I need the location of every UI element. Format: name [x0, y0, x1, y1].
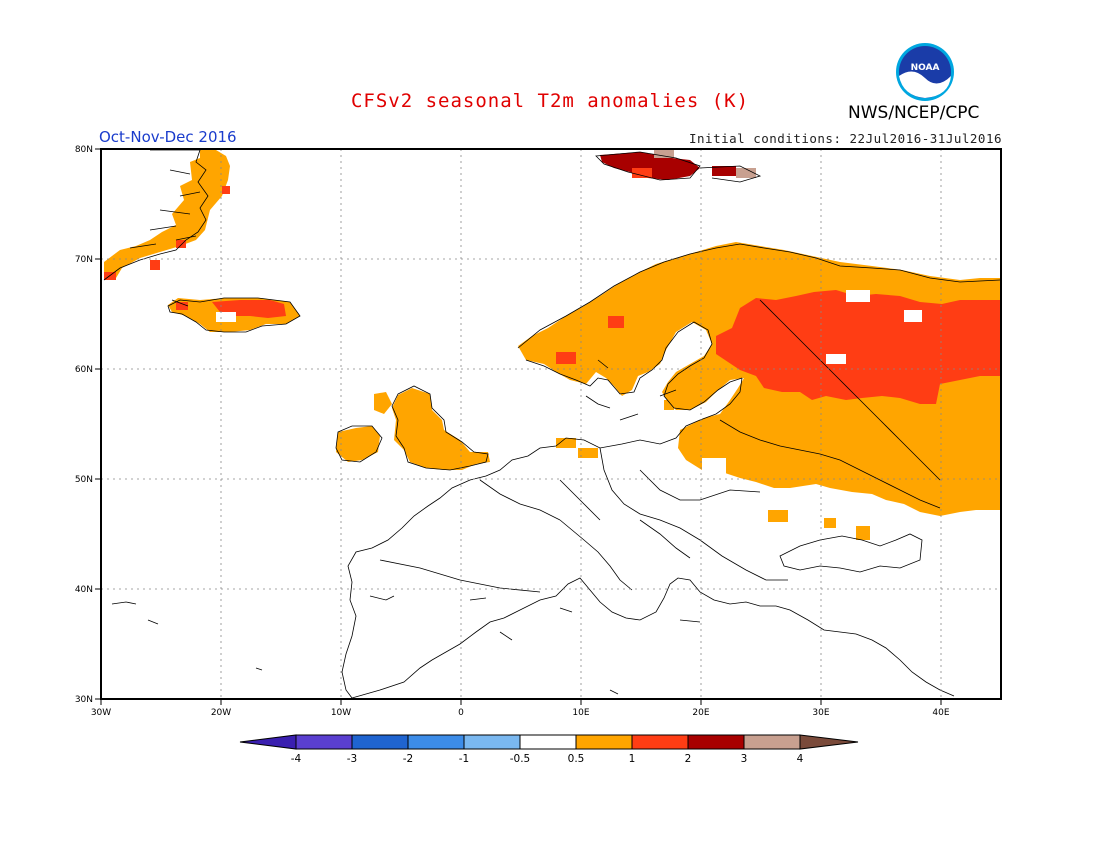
- lon-label-0: 0: [458, 708, 464, 718]
- lon-label-20w: 20W: [211, 708, 231, 718]
- map-frame: [100, 148, 1002, 700]
- colorbar-label: 4: [797, 753, 804, 765]
- colorbar-label: 2: [685, 753, 692, 765]
- coastlines: [103, 149, 1001, 699]
- colorbar-label: -2: [403, 753, 413, 765]
- colorbar-segment: [687, 734, 745, 750]
- colorbar-label: -4: [291, 753, 302, 765]
- colorbar-left-arrow: [239, 734, 297, 750]
- graticule: [101, 149, 1001, 699]
- colorbar: [239, 734, 859, 750]
- lon-label-30e: 30E: [812, 708, 829, 718]
- lat-label-40n: 40N: [75, 585, 93, 595]
- anomaly-region-strong: [556, 290, 1000, 404]
- lat-label-70n: 70N: [75, 255, 93, 265]
- colorbar-segment: [407, 734, 465, 750]
- lon-label-20e: 20E: [692, 708, 709, 718]
- colorbar-segment: [519, 734, 577, 750]
- colorbar-right-arrow: [799, 734, 859, 750]
- colorbar-segment: [631, 734, 689, 750]
- colorbar-segment: [575, 734, 633, 750]
- lon-label-40e: 40E: [932, 708, 949, 718]
- colorbar-label: -1: [459, 753, 469, 765]
- organization-label: NWS/NCEP/CPC: [848, 103, 980, 123]
- colorbar-segment: [351, 734, 409, 750]
- initial-conditions-label: Initial conditions: 22Jul2016-31Jul2016: [689, 131, 1002, 146]
- lon-label-10w: 10W: [331, 708, 351, 718]
- lat-label-30n: 30N: [75, 695, 93, 705]
- colorbar-segment: [463, 734, 521, 750]
- colorbar-label: -0.5: [510, 753, 531, 765]
- colorbar-label: 1: [629, 753, 636, 765]
- lat-label-80n: 80N: [75, 145, 93, 155]
- lat-label-50n: 50N: [75, 475, 93, 485]
- colorbar-segment: [743, 734, 801, 750]
- colorbar-segment: [295, 734, 353, 750]
- lon-label-30w: 30W: [91, 708, 111, 718]
- lat-label-60n: 60N: [75, 365, 93, 375]
- season-label: Oct-Nov-Dec 2016: [99, 128, 237, 146]
- chart-title: CFSv2 seasonal T2m anomalies (K): [350, 90, 750, 112]
- lon-label-10e: 10E: [572, 708, 589, 718]
- noaa-logo: NOAA: [896, 43, 954, 101]
- colorbar-label: 0.5: [568, 753, 585, 765]
- colorbar-label: -3: [347, 753, 357, 765]
- logo-text: NOAA: [911, 63, 940, 73]
- anomaly-fields: [103, 149, 1001, 699]
- colorbar-label: 3: [741, 753, 748, 765]
